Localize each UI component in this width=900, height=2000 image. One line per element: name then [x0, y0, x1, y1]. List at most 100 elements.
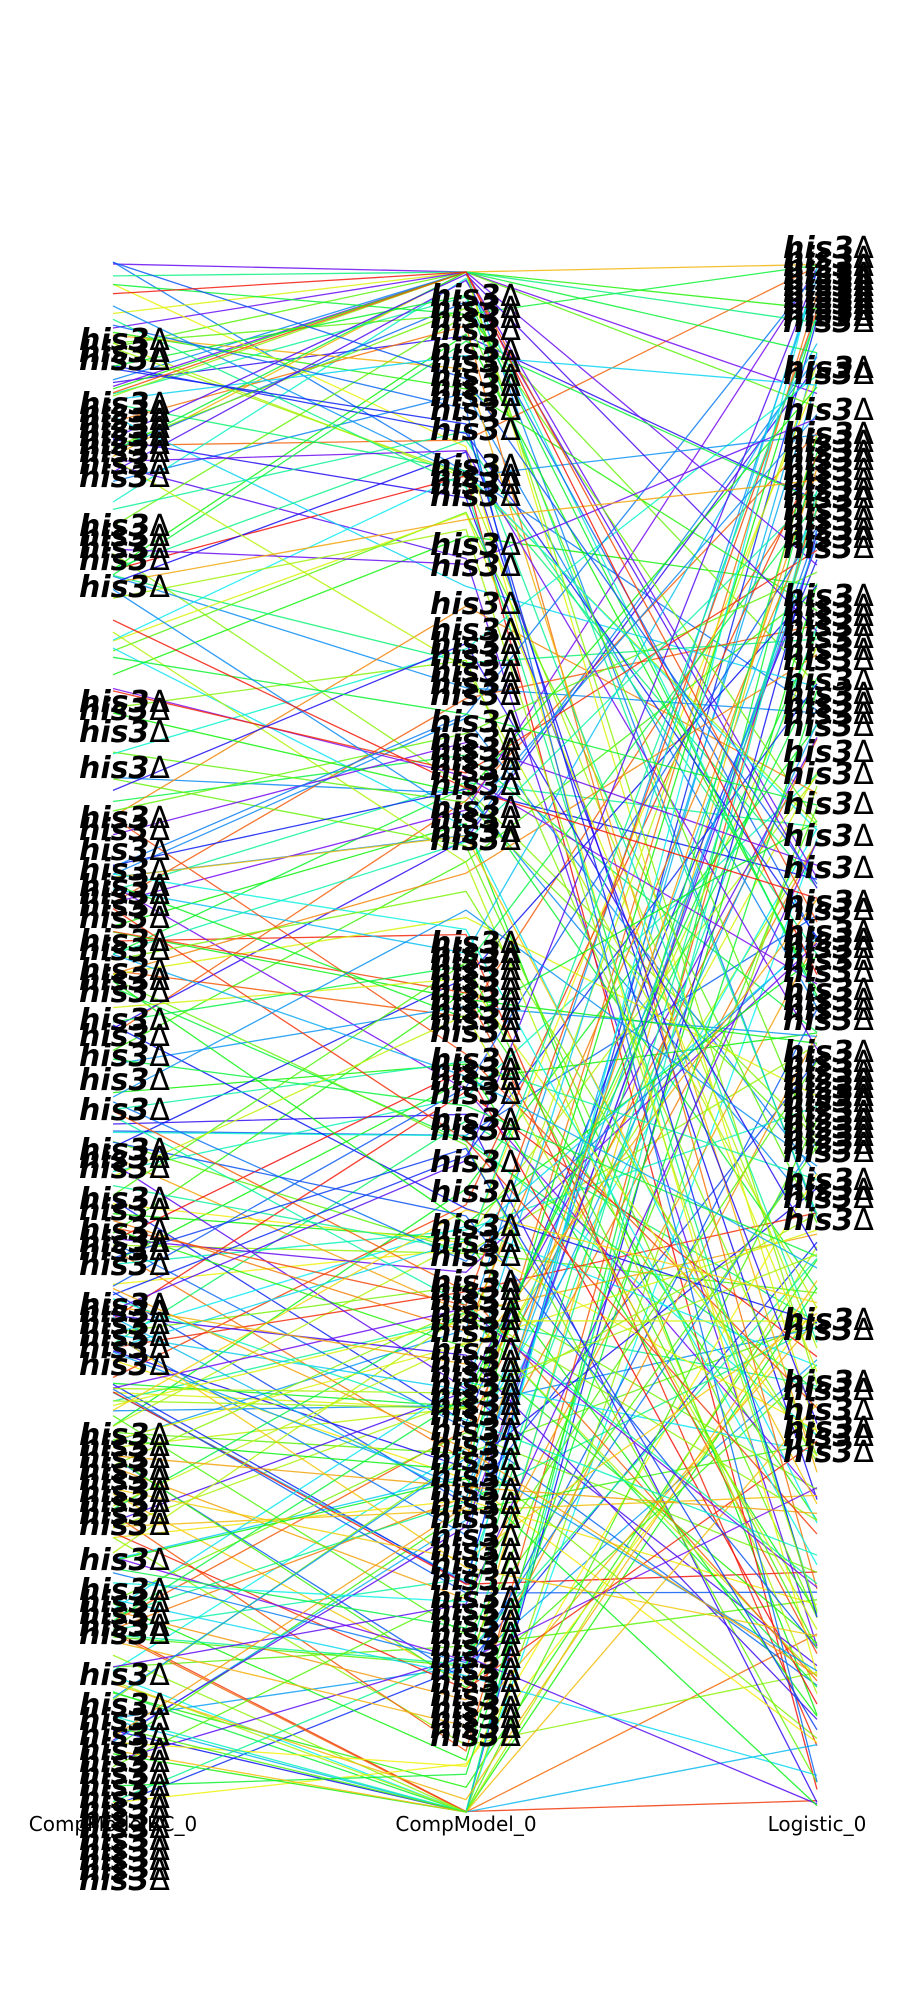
gene-label-compmodelbc: his3Δ: [79, 1225, 170, 1260]
series-line: [112, 403, 818, 889]
gene-label-logistic: his3Δ: [783, 1313, 874, 1348]
gene-label-logistic: his3Δ: [783, 299, 874, 334]
gene-label-compmodelbc: his3Δ: [79, 1213, 170, 1248]
gene-label-logistic: his3Δ: [783, 697, 874, 732]
series-line: [112, 1005, 818, 1065]
series-line: [112, 722, 818, 1489]
series-line: [112, 1213, 818, 1409]
series-line: [112, 1014, 818, 1630]
series-line: [112, 355, 818, 401]
series-line: [112, 437, 818, 1629]
gene-label-compmodelbc: his3Δ: [79, 1193, 170, 1228]
series-line: [112, 806, 818, 1667]
series-line: [112, 502, 818, 1023]
gene-label-logistic: his3Δ: [783, 1127, 874, 1162]
gene-label-compmodel: his3Δ: [430, 655, 521, 690]
gene-label-logistic: his3Δ: [783, 1111, 874, 1146]
series-line: [112, 529, 818, 1536]
gene-labels: his3Δhis3Δhis3Δhis3Δhis3Δhis3Δhis3Δhis3Δ…: [79, 231, 874, 1898]
series-line: [112, 961, 818, 1649]
series-line: [112, 283, 818, 1675]
series-line: [112, 1655, 818, 1805]
series-line: [112, 909, 818, 1167]
gene-label-compmodelbc: his3Δ: [79, 1688, 170, 1723]
gene-label-compmodel: his3Δ: [430, 345, 521, 380]
gene-label-compmodelbc: his3Δ: [79, 1597, 170, 1632]
gene-label-compmodel: his3Δ: [430, 413, 521, 448]
series-line: [112, 364, 818, 938]
series-line: [112, 1203, 818, 1432]
series-line: [112, 1257, 818, 1803]
gene-label-compmodelbc: his3Δ: [79, 975, 170, 1010]
series-line: [112, 318, 818, 1612]
gene-label-logistic: his3Δ: [783, 281, 874, 316]
gene-label-compmodelbc: his3Δ: [79, 1703, 170, 1738]
series-line: [112, 908, 818, 1535]
series-line: [112, 549, 818, 774]
series-line: [112, 977, 818, 1457]
gene-label-compmodelbc: his3Δ: [79, 1453, 170, 1488]
series-line: [112, 343, 818, 954]
series-line: [112, 1229, 818, 1442]
gene-label-compmodel: his3Δ: [430, 1283, 521, 1318]
gene-label-compmodelbc: his3Δ: [79, 715, 170, 750]
series-line: [112, 738, 818, 1623]
gene-label-compmodel: his3Δ: [430, 1719, 521, 1754]
series-line: [112, 464, 818, 1647]
series-line: [112, 841, 818, 1529]
series-line: [112, 642, 818, 1251]
series-line: [112, 583, 818, 1762]
gene-label-compmodel: his3Δ: [430, 1533, 521, 1568]
gene-label-compmodel: his3Δ: [430, 1388, 521, 1423]
gene-label-compmodelbc: his3Δ: [79, 531, 170, 566]
gene-label-logistic: his3Δ: [783, 1393, 874, 1428]
gene-label-logistic: his3Δ: [783, 955, 874, 990]
gene-label-compmodel: his3Δ: [430, 1239, 521, 1274]
gene-label-logistic: his3Δ: [783, 481, 874, 516]
series-line: [112, 510, 818, 1333]
gene-label-compmodel: his3Δ: [430, 1175, 521, 1210]
gene-label-compmodel: his3Δ: [430, 393, 521, 428]
gene-label-compmodel: his3Δ: [430, 753, 521, 788]
gene-label-compmodelbc: his3Δ: [79, 403, 170, 438]
gene-label-compmodel: his3Δ: [430, 1653, 521, 1688]
gene-label-compmodelbc: his3Δ: [79, 1019, 170, 1054]
gene-label-compmodelbc: his3Δ: [79, 335, 170, 370]
gene-label-compmodel: his3Δ: [430, 1691, 521, 1726]
series-line: [112, 1307, 818, 1588]
gene-label-logistic: his3Δ: [783, 417, 874, 452]
series-line: [112, 340, 818, 576]
gene-label-logistic: his3Δ: [783, 493, 874, 528]
gene-label-compmodel: his3Δ: [430, 1413, 521, 1448]
gene-label-logistic: his3Δ: [783, 1085, 874, 1120]
gene-label-compmodel: his3Δ: [430, 1265, 521, 1300]
gene-label-logistic: his3Δ: [783, 599, 874, 634]
gene-label-logistic: his3Δ: [783, 1173, 874, 1208]
gene-label-compmodelbc: his3Δ: [79, 1609, 170, 1644]
series-line: [112, 751, 818, 1152]
series-line: [112, 605, 818, 818]
gene-label-compmodel: his3Δ: [430, 459, 521, 494]
gene-label-compmodelbc: his3Δ: [79, 1718, 170, 1753]
gene-label-compmodel: his3Δ: [430, 1629, 521, 1664]
gene-label-compmodelbc: his3Δ: [79, 1319, 170, 1354]
gene-label-logistic: his3Δ: [783, 787, 874, 822]
series-line: [112, 316, 818, 1252]
gene-label-compmodel: his3Δ: [430, 953, 521, 988]
gene-label-logistic: his3Δ: [783, 257, 874, 292]
series-line: [112, 335, 818, 501]
series-line: [112, 1287, 818, 1677]
gene-label-compmodelbc: his3Δ: [79, 1063, 170, 1098]
gene-label-compmodel: his3Δ: [430, 528, 521, 563]
series-line: [112, 264, 818, 316]
gene-label-compmodel: his3Δ: [430, 369, 521, 404]
gene-label-compmodelbc: his3Δ: [79, 1151, 170, 1186]
gene-label-compmodelbc: his3Δ: [79, 387, 170, 422]
series-line: [112, 659, 818, 1456]
series-line: [112, 451, 818, 1500]
gene-label-compmodelbc: his3Δ: [79, 1757, 170, 1792]
gene-label-logistic: his3Δ: [783, 293, 874, 328]
gene-label-compmodel: his3Δ: [430, 1593, 521, 1628]
gene-label-compmodelbc: his3Δ: [79, 1863, 170, 1898]
gene-label-compmodel: his3Δ: [430, 1015, 521, 1050]
